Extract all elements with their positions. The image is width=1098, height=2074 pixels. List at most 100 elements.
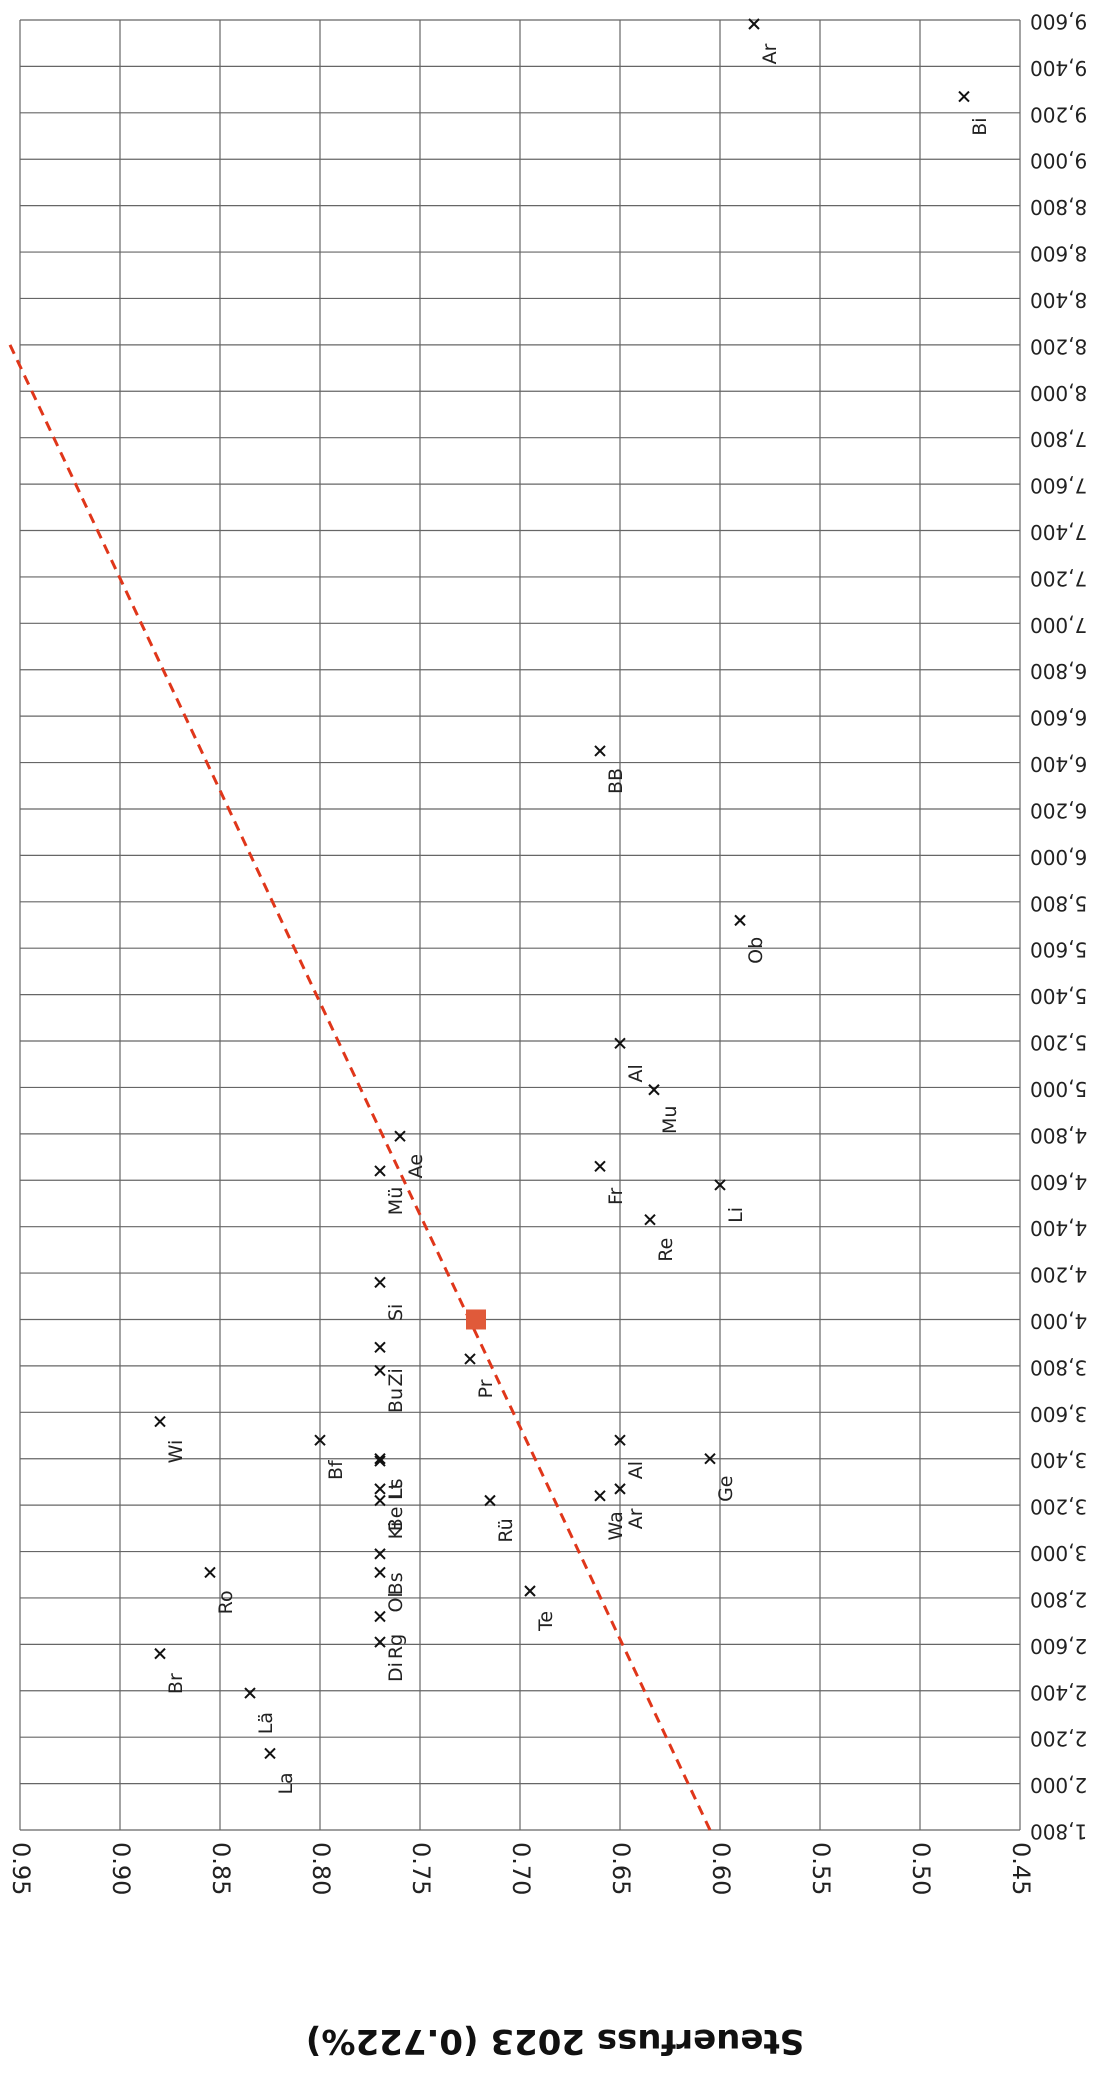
x-tick-label: 9,000 — [1030, 149, 1087, 173]
data-point: Re — [644, 1213, 677, 1262]
data-point: Ls — [374, 1453, 407, 1499]
y-tick-label: 0.85 — [207, 1842, 235, 1895]
x-tick-label: 4,000 — [1030, 1309, 1087, 1333]
point-marker — [958, 90, 970, 103]
point-marker — [464, 1353, 476, 1365]
point-label: Bf — [325, 1459, 347, 1480]
data-point: Ol — [374, 1566, 407, 1613]
y-tick-label: 0.50 — [907, 1842, 935, 1895]
x-tick-label: 5,400 — [1030, 984, 1087, 1008]
point-marker — [594, 1160, 606, 1173]
point-label: Wa — [605, 1511, 627, 1540]
point-marker — [644, 1213, 656, 1226]
y-tick-label: 0.90 — [107, 1842, 135, 1895]
point-marker — [614, 1037, 626, 1050]
y-tick-label: 0.65 — [607, 1842, 635, 1895]
data-point: Lt — [374, 1455, 407, 1500]
y-tick-labels: 0.95 0.90 0.85 0.80 0.75 0.70 0.65 0.60 0.55 0.50… — [7, 1842, 1035, 1895]
y-tick-label: 0.95 — [7, 1842, 35, 1895]
point-label: Ge — [715, 1476, 737, 1502]
point-marker — [374, 1494, 386, 1507]
point-label: Ob — [745, 937, 767, 964]
data-point: Ar — [614, 1483, 647, 1529]
point-label: Al — [625, 1064, 647, 1082]
x-tick-label: 1,800 — [1030, 1820, 1087, 1844]
x-tick-label: 5,200 — [1030, 1031, 1087, 1055]
point-marker — [374, 1610, 386, 1623]
data-point: Wi — [154, 1415, 187, 1464]
point-label: Ki — [385, 1522, 407, 1540]
y-tick-label: 0.70 — [507, 1842, 535, 1895]
point-marker — [484, 1494, 496, 1507]
point-marker — [614, 1483, 626, 1495]
x-tick-label: 3,600 — [1030, 1402, 1087, 1426]
point-marker — [394, 1130, 406, 1142]
point-marker — [748, 18, 760, 30]
point-label: Si — [385, 1304, 407, 1321]
x-tick-label: 7,200 — [1030, 566, 1087, 590]
x-tick-label: 2,800 — [1030, 1587, 1087, 1611]
data-point: Mü — [374, 1165, 407, 1215]
data-point: Ar — [748, 18, 781, 64]
x-tick-label: 6,600 — [1030, 706, 1087, 730]
x-tick-label: 7,000 — [1030, 613, 1087, 637]
data-point: Mu — [648, 1084, 681, 1134]
data-point: Be — [374, 1483, 407, 1532]
data-point: Bi — [958, 90, 991, 136]
trendline — [8, 344, 712, 1831]
x-tick-label: 8,600 — [1030, 242, 1087, 266]
point-marker — [714, 1179, 726, 1191]
data-point: Al — [614, 1037, 647, 1082]
point-label: Pr — [475, 1379, 497, 1398]
x-tick-label: 2,000 — [1030, 1773, 1087, 1797]
data-point: Te — [524, 1585, 557, 1632]
y-tick-label: 0.55 — [807, 1842, 835, 1895]
point-label: Wi — [165, 1440, 187, 1464]
data-point: Bu — [374, 1364, 407, 1413]
chart-grid — [19, 19, 1021, 1831]
point-marker — [374, 1566, 386, 1579]
point-label: Be — [385, 1507, 407, 1532]
point-marker — [648, 1084, 660, 1096]
x-tick-label: 3,200 — [1030, 1495, 1087, 1519]
point-label: Br — [165, 1673, 187, 1694]
point-marker — [374, 1364, 386, 1377]
point-marker — [374, 1165, 386, 1177]
data-point: Pr — [464, 1353, 497, 1398]
point-marker — [374, 1341, 386, 1354]
point-label: Ol — [385, 1592, 407, 1612]
point-marker — [374, 1455, 386, 1467]
data-point: Bs — [374, 1548, 407, 1595]
x-tick-label: 9,200 — [1030, 102, 1087, 126]
point-label: Mu — [659, 1106, 681, 1134]
point-label: Ar — [625, 1508, 647, 1529]
point-marker — [614, 1434, 626, 1446]
point-label: Bs — [385, 1572, 407, 1595]
point-marker — [374, 1276, 386, 1289]
data-point: Al — [614, 1434, 647, 1479]
highlight-marker — [466, 1309, 486, 1330]
point-label: Bi — [969, 117, 991, 135]
x-tick-labels: 1,800 2,000 2,200 2,400 2,600 2,800 3,000 3,200… — [1030, 10, 1087, 1844]
point-label: Ar — [759, 43, 781, 64]
point-marker — [594, 1490, 606, 1502]
point-marker — [154, 1415, 166, 1428]
point-marker — [524, 1585, 536, 1597]
point-label: Di — [385, 1662, 407, 1682]
trendline-group — [8, 344, 712, 1831]
data-point: Zi — [374, 1341, 407, 1386]
x-tick-label: 7,600 — [1030, 474, 1087, 498]
data-point: Fr — [594, 1160, 627, 1205]
data-point: Li — [714, 1179, 747, 1223]
data-point: Lä — [244, 1687, 277, 1734]
point-marker — [374, 1548, 386, 1560]
data-point: Si — [374, 1276, 407, 1321]
data-point: Ob — [734, 914, 767, 964]
x-tick-label: 8,400 — [1030, 288, 1087, 312]
y-axis-title: Steuerfuss 2023 (0.722%) — [306, 2021, 804, 2061]
point-label: Te — [535, 1611, 557, 1632]
x-tick-label: 8,200 — [1030, 334, 1087, 358]
y-tick-label: 0.60 — [707, 1842, 735, 1895]
x-tick-label: 8,800 — [1030, 195, 1087, 219]
